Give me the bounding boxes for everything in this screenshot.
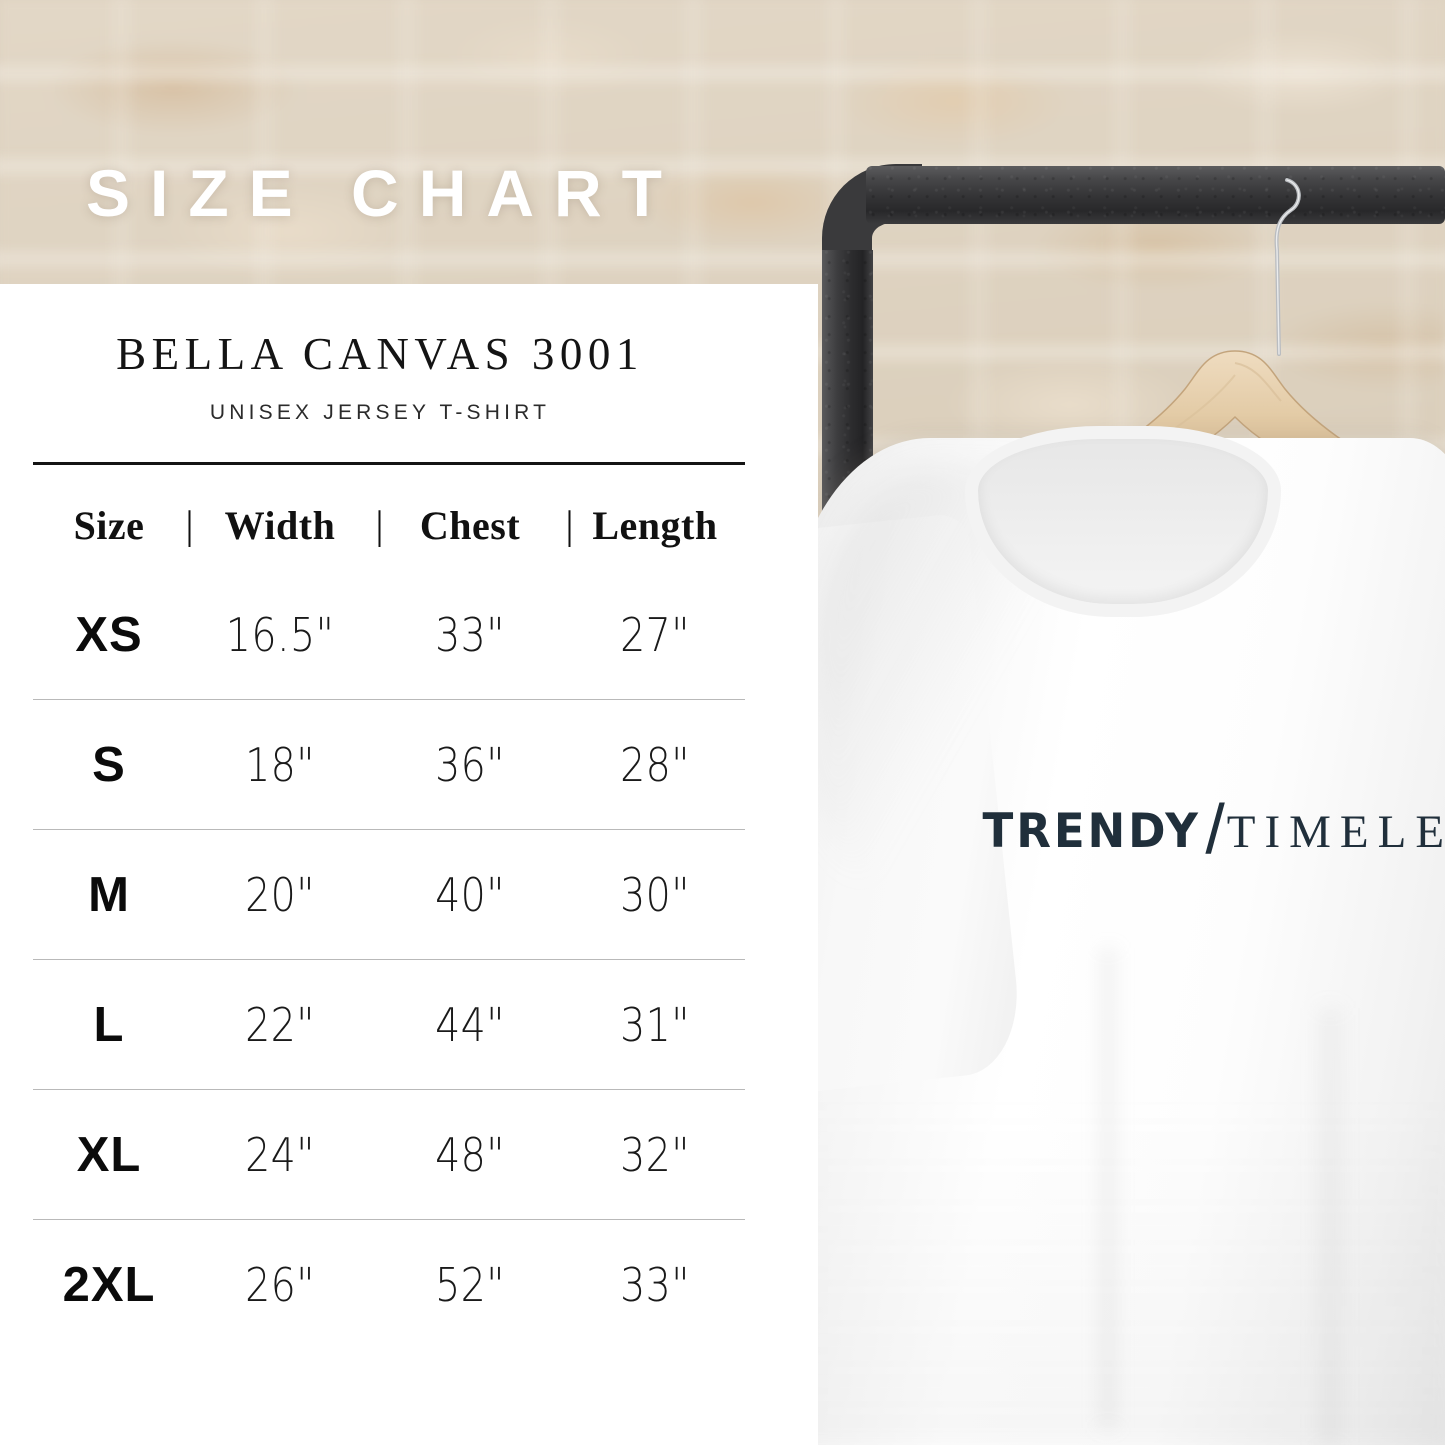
clothing-rack-top-bar [866, 166, 1445, 224]
row-chest-value: 36" [435, 738, 505, 792]
row-chest-value: 40" [435, 868, 505, 922]
logo-primary-text: TRENDY [982, 804, 1201, 859]
table-row: 2XL 26" 52" 33" [33, 1220, 745, 1350]
table-header-row: Size Width Chest Length [33, 480, 745, 570]
row-length-value: 30" [620, 868, 690, 922]
size-table: Size Width Chest Length XS 16.5" 33" 27"… [33, 480, 745, 1350]
logo-secondary-text: TIMELESS [1226, 806, 1445, 858]
tshirt-hem-shading [795, 1098, 1445, 1445]
table-row: XL 24" 48" 32" [33, 1090, 745, 1220]
table-row: S 18" 36" 28" [33, 700, 745, 830]
row-divider [33, 959, 745, 960]
row-width-value: 26" [245, 1258, 315, 1312]
row-length-value: 28" [620, 738, 690, 792]
row-width-value: 20" [245, 868, 315, 922]
row-size-label: S [92, 738, 126, 792]
row-length-value: 33" [620, 1258, 690, 1312]
row-size-label: XS [75, 608, 143, 662]
row-divider [33, 1089, 745, 1090]
column-header-length: Length [592, 502, 718, 548]
row-chest-value: 48" [435, 1128, 505, 1182]
column-header-width: Width [185, 502, 375, 549]
row-size-label: 2XL [62, 1258, 156, 1312]
brand-subtitle: UNISEX JERSEY T-SHIRT [209, 401, 551, 424]
tshirt-product-image [638, 408, 1445, 1445]
page-title: SIZE CHART [86, 156, 682, 230]
size-chart-panel: BELLA CANVAS 3001 UNISEX JERSEY T-SHIRT … [0, 284, 818, 1445]
row-divider [33, 699, 745, 700]
row-divider [33, 829, 745, 830]
table-row: L 22" 44" 31" [33, 960, 745, 1090]
row-width-value: 24" [245, 1128, 315, 1182]
row-size-label: XL [76, 1128, 142, 1182]
logo-divider-slash: / [1205, 790, 1225, 868]
row-length-value: 32" [620, 1128, 690, 1182]
row-chest-value: 44" [435, 998, 505, 1052]
row-chest-value: 52" [435, 1258, 505, 1312]
hanger-hook-icon [1274, 178, 1301, 356]
row-length-value: 31" [620, 998, 690, 1052]
row-size-label: L [93, 998, 125, 1052]
row-divider [33, 1219, 745, 1220]
row-length-value: 27" [620, 608, 690, 662]
tshirt-fold-left [1095, 948, 1121, 1428]
rack-texture [866, 166, 1445, 224]
row-size-label: M [88, 868, 130, 922]
brand-title: BELLA CANVAS 3001 [116, 329, 644, 379]
table-row: M 20" 40" 30" [33, 830, 745, 960]
row-width-value: 22" [245, 998, 315, 1052]
table-top-rule [33, 462, 745, 465]
column-header-chest: Chest [375, 502, 565, 549]
column-header-size: Size [33, 502, 185, 549]
row-width-value: 16.5" [225, 608, 335, 662]
shirt-logo: TRENDY / TIMELESS [978, 783, 1445, 868]
table-row: XS 16.5" 33" 27" [33, 570, 745, 700]
tshirt-fold-right [1315, 1008, 1345, 1445]
row-width-value: 18" [245, 738, 315, 792]
row-chest-value: 33" [435, 608, 505, 662]
